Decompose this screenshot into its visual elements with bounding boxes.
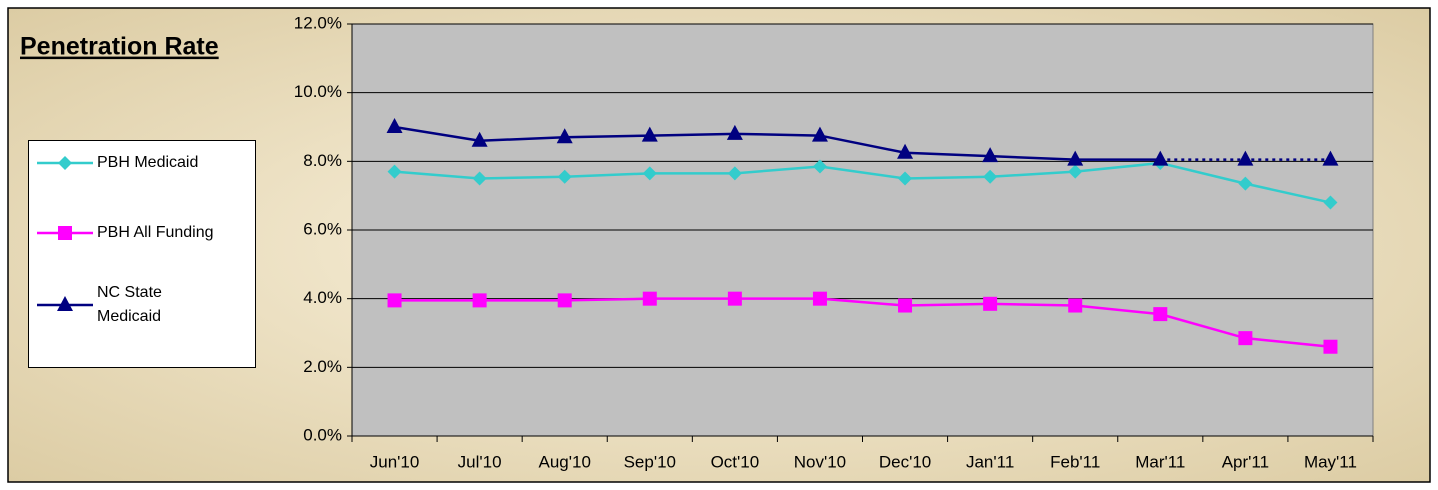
legend-entry: NC State Medicaid: [35, 281, 227, 329]
marker: [1152, 150, 1169, 166]
legend-label: PBH All Funding: [97, 224, 214, 241]
x-tick-label: Dec'10: [879, 452, 931, 471]
marker: [1068, 164, 1083, 179]
y-tick-label: 12.0%: [294, 13, 342, 32]
y-tick-label: 2.0%: [303, 357, 342, 376]
marker: [898, 171, 913, 186]
legend-entry: PBH Medicaid: [35, 151, 198, 175]
legend-entry: PBH All Funding: [35, 221, 214, 245]
legend-icon: [37, 226, 93, 240]
x-tick-label: Jan'11: [966, 452, 1014, 471]
series-line: [394, 297, 1331, 348]
x-tick-label: May'11: [1304, 452, 1357, 471]
marker: [1238, 331, 1253, 346]
marker: [1237, 150, 1254, 166]
marker: [983, 296, 998, 311]
series-line: [394, 161, 1331, 204]
x-tick-label: Mar'11: [1135, 452, 1185, 471]
marker: [1238, 176, 1253, 191]
marker: [898, 298, 913, 313]
legend-icon: [37, 296, 93, 311]
marker: [57, 296, 73, 311]
marker: [58, 226, 72, 240]
x-tick-label: Oct'10: [711, 452, 760, 471]
marker: [1067, 150, 1084, 166]
x-tick-label: Jul'10: [458, 452, 502, 471]
marker: [471, 131, 488, 147]
marker: [556, 128, 573, 144]
marker: [557, 293, 572, 308]
marker: [1068, 298, 1083, 313]
marker: [641, 126, 658, 142]
x-tick-label: Aug'10: [539, 452, 591, 471]
marker: [1153, 307, 1168, 322]
marker: [812, 159, 827, 174]
chart-title: Penetration Rate: [20, 33, 219, 61]
marker: [472, 171, 487, 186]
marker: [642, 166, 657, 181]
marker: [726, 124, 743, 140]
marker: [812, 291, 827, 306]
y-tick-label: 10.0%: [294, 82, 342, 101]
marker: [557, 169, 572, 184]
x-tick-label: Apr'11: [1222, 452, 1269, 471]
marker: [472, 293, 487, 308]
marker: [1323, 339, 1338, 354]
marker: [386, 118, 403, 133]
legend-label: NC State Medicaid: [97, 284, 162, 325]
legend-label: PBH Medicaid: [97, 154, 199, 171]
y-tick-label: 4.0%: [303, 288, 342, 307]
marker: [727, 166, 742, 181]
marker: [1323, 195, 1338, 210]
marker: [982, 147, 999, 163]
y-tick-label: 6.0%: [303, 219, 342, 238]
legend-icon: [37, 156, 93, 170]
marker: [58, 156, 72, 170]
y-tick-label: 0.0%: [303, 425, 342, 444]
x-tick-label: Nov'10: [794, 452, 846, 471]
x-tick-label: Feb'11: [1050, 452, 1100, 471]
x-tick-label: Jun'10: [370, 452, 420, 471]
marker: [897, 143, 914, 159]
marker: [642, 291, 657, 306]
y-tick-label: 8.0%: [303, 151, 342, 170]
marker: [727, 291, 742, 306]
marker: [387, 164, 402, 179]
x-tick-label: Sep'10: [624, 452, 676, 471]
marker: [387, 293, 402, 308]
marker: [1322, 150, 1339, 166]
legend: PBH Medicaid PBH All Funding NC State Medi…: [28, 140, 256, 368]
marker: [983, 169, 998, 184]
series-line: [394, 125, 1161, 161]
marker: [811, 126, 828, 142]
